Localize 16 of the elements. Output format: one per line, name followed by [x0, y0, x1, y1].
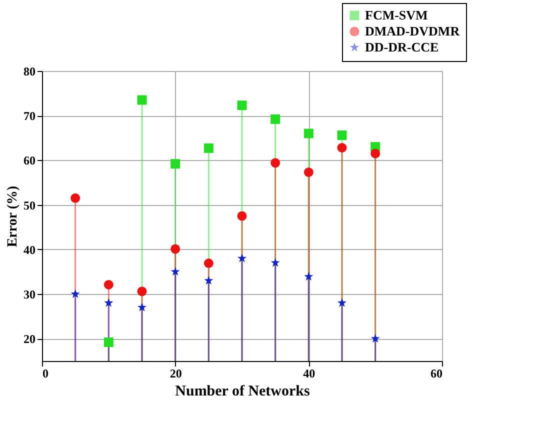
x-tick-label: 20 — [170, 366, 182, 380]
x-tick-label: 0 — [42, 366, 48, 380]
x-tick-label: 40 — [303, 366, 316, 380]
y-tick-label: 20 — [24, 332, 36, 346]
legend-label: DD-DR-CCE — [365, 40, 439, 54]
legend-label: DMAD-DVDMR — [365, 24, 460, 38]
y-tick-label: 40 — [24, 242, 36, 257]
y-tick-label: 60 — [24, 154, 36, 168]
y-axis-title: Error (%) — [6, 186, 20, 248]
y-tick-label: 80 — [24, 64, 36, 78]
x-tick-label: 60 — [430, 366, 442, 380]
x-axis-title: Number of Networks — [175, 384, 310, 400]
y-tick-label: 30 — [24, 288, 36, 302]
legend-label: FCM-SVM — [365, 8, 428, 22]
y-tick-label: 70 — [24, 109, 36, 124]
y-tick-label: 50 — [24, 198, 36, 212]
